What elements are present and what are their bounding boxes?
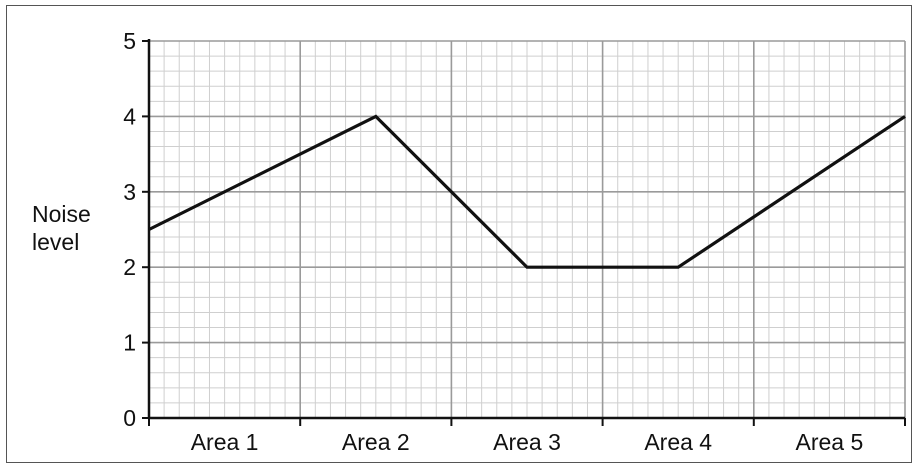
axes — [142, 39, 906, 426]
y-tick-label: 5 — [123, 28, 136, 54]
series-group — [148, 114, 906, 269]
y-tick-label: 2 — [123, 254, 136, 280]
y-axis-label-line-1: Noise — [32, 201, 91, 227]
chart-frame — [6, 5, 912, 463]
y-tick-label: 4 — [123, 103, 136, 129]
x-category-label: Area 5 — [796, 429, 864, 455]
x-category-label: Area 1 — [191, 429, 259, 455]
x-category-label: Area 3 — [493, 429, 561, 455]
minor-grid — [148, 40, 906, 419]
x-category-label: Area 4 — [644, 429, 712, 455]
y-tick-label: 1 — [123, 330, 136, 356]
y-tick-label: 3 — [123, 179, 136, 205]
x-category-label: Area 2 — [342, 429, 410, 455]
y-axis-label-line-2: level — [32, 229, 79, 255]
x-category-labels: Area 1 Area 2 Area 3 Area 4 Area 5 — [191, 429, 864, 455]
y-tick-labels: 0 1 2 3 4 5 — [123, 28, 136, 431]
y-tick-label: 0 — [123, 405, 136, 431]
